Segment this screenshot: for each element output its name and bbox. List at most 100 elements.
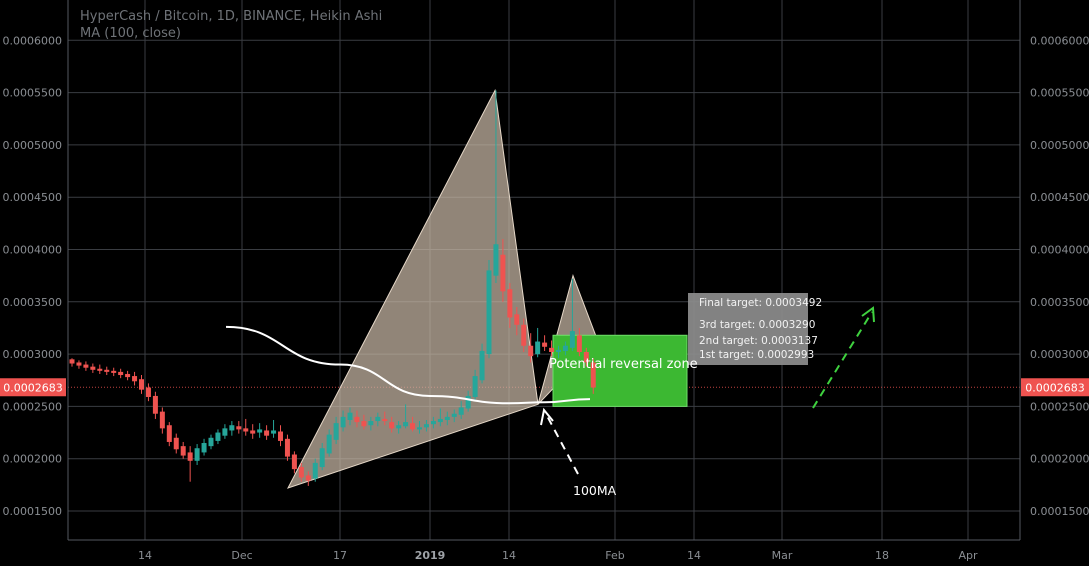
reversal-zone-box [552,334,688,407]
candle-body [389,422,395,429]
candle-body [83,364,89,368]
x-tick-label: Apr [958,549,978,562]
y-tick-label-left: 0.0002000 [3,453,63,466]
candle-body [354,416,360,423]
y-tick-label-right: 0.0002500 [1030,400,1089,413]
projection-arrow [812,311,873,409]
indicator-label[interactable]: MA (100, close) [80,26,181,41]
candle-body [111,370,117,373]
candle-body [340,416,346,428]
candle-body [507,289,513,318]
y-tick-label-left: 0.0001500 [3,505,63,518]
ma-pointer-arrow [544,411,579,475]
candle-body [201,443,207,453]
candle-body [396,425,402,429]
candle-body [326,434,332,454]
candle-body [451,413,457,417]
target-label: Final target: 0.0003492 [699,297,822,309]
y-tick-label-left: 0.0003500 [3,296,63,309]
chart-legend: HyperCash / Bitcoin, 1D, BINANCE, Heikin… [80,8,382,42]
candle-body [521,324,527,346]
candle-body [215,432,221,441]
ma-annotation-label: 100MA [573,483,617,498]
candle-body [472,376,478,397]
candle-body [514,314,520,325]
candle-body [125,373,131,378]
candle-body [69,359,75,364]
y-tick-label-left: 0.0005000 [3,139,63,152]
candle-body [139,379,144,390]
y-tick-label-left: 0.0005500 [3,87,63,100]
candle-body [361,421,367,427]
candle-body [298,467,304,478]
candle-body [180,446,186,456]
candle-body [430,421,436,425]
candle-body [264,430,270,436]
candle-body [437,418,443,423]
candle-body [403,422,409,427]
candle-body [410,423,416,430]
ma-line-layer [225,325,591,405]
targets-box [688,293,808,365]
target-label: 2nd target: 0.0003137 [699,335,818,347]
candle-body [104,369,110,372]
x-tick-label: 18 [875,549,889,562]
y-tick-label-right: 0.0002000 [1030,453,1089,466]
candle-body [333,423,339,440]
candle-body [500,254,506,292]
candle-body [236,426,242,430]
x-tick-label: 17 [333,549,347,562]
candle-body [284,438,290,457]
candle-body [187,452,193,461]
x-tick-label: 14 [687,549,701,562]
price-badge-left-text: 0.0002683 [3,381,63,394]
candle-body [159,411,165,429]
ma-pointer-arrowhead [540,407,554,426]
candle-body [250,430,256,434]
candle-body [590,362,596,388]
price-badge-left [0,378,66,397]
x-tick-label: Mar [772,549,793,562]
candle-body [257,429,263,433]
candle-body [583,352,589,363]
candle-body [458,407,464,415]
candle-body [208,437,214,447]
y-tick-label-left: 0.0002500 [3,400,63,413]
x-tick-label: Dec [231,549,252,562]
candle-body [382,418,388,422]
candle-body [305,475,311,481]
y-tick-label-right: 0.0001500 [1030,505,1089,518]
candle-body [271,430,277,434]
x-tick-label: 14 [138,549,152,562]
candle-body [132,376,138,382]
candle-body [542,342,548,347]
candle-body [556,349,561,353]
candle-body [368,421,374,426]
symbol-title[interactable]: HyperCash / Bitcoin, 1D, BINANCE, Heikin… [80,9,383,24]
candle-body [375,416,381,422]
target-label: 3rd target: 0.0003290 [699,319,815,331]
candle-body [76,362,82,366]
candle-body [222,428,228,436]
candle-body [535,341,541,355]
candle-body [194,448,200,461]
reversal-zone-label: Potential reversal zone [549,357,698,372]
price-badge-right [1021,378,1089,397]
candle-body [243,428,249,432]
candle-body [465,395,471,409]
candle-body [549,347,555,353]
candle-body [319,448,325,468]
candle-body [90,366,96,370]
ma-100-line [225,325,591,405]
x-tick-label: 14 [502,549,516,562]
candle-body [479,350,485,381]
y-tick-label-left: 0.0004500 [3,191,63,204]
candle-body [569,331,575,348]
candle-body [528,345,534,357]
candle-body [152,395,158,414]
candle-body [118,371,124,376]
candle-body [173,437,179,450]
